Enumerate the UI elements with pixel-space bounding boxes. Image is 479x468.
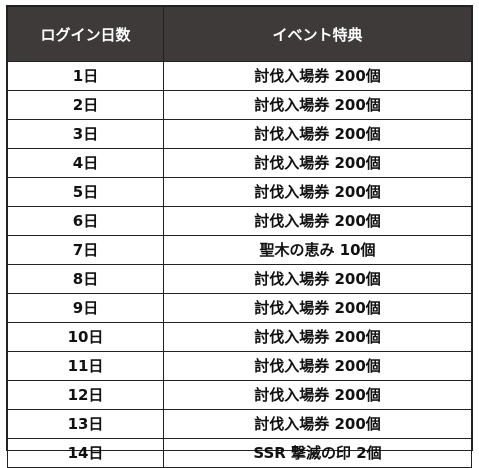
table-row: 11日 討伐入場券 200個 [7,351,472,381]
login-day-cell: 13日 [7,409,164,439]
login-bonus-table-container: ログイン日数 イベント特典 1日 討伐入場券 200個 2日 討伐入場券 200個 3日… [6,5,473,468]
login-bonus-table: ログイン日数 イベント特典 1日 討伐入場券 200個 2日 討伐入場券 200個 3日… [7,6,472,468]
table-row: 14日 SSR 撃滅の印 2個 [7,438,472,468]
login-day-cell: 11日 [7,351,164,381]
table-row: 7日 聖木の恵み 10個 [7,235,472,265]
table-row: 5日 討伐入場券 200個 [7,177,472,207]
table-row: 4日 討伐入場券 200個 [7,148,472,178]
reward-cell: 討伐入場券 200個 [163,380,472,410]
login-day-cell: 8日 [7,264,164,294]
table-header-row: ログイン日数 イベント特典 [7,6,472,62]
table-row: 13日 討伐入場券 200個 [7,409,472,439]
login-day-cell: 12日 [7,380,164,410]
table-row: 3日 討伐入場券 200個 [7,119,472,149]
login-day-cell: 3日 [7,119,164,149]
reward-cell: 討伐入場券 200個 [163,351,472,381]
table-body: 1日 討伐入場券 200個 2日 討伐入場券 200個 3日 討伐入場券 200個 4日 討伐… [7,61,472,468]
table-row: 1日 討伐入場券 200個 [7,61,472,91]
login-day-cell: 1日 [7,61,164,91]
reward-cell: 討伐入場券 200個 [163,322,472,352]
reward-cell: SSR 撃滅の印 2個 [163,438,472,468]
table-row: 10日 討伐入場券 200個 [7,322,472,352]
table-row: 9日 討伐入場券 200個 [7,293,472,323]
reward-cell: 討伐入場券 200個 [163,409,472,439]
reward-cell: 討伐入場券 200個 [163,90,472,120]
table-row: 6日 討伐入場券 200個 [7,206,472,236]
login-day-cell: 6日 [7,206,164,236]
login-day-cell: 9日 [7,293,164,323]
reward-cell: 討伐入場券 200個 [163,264,472,294]
reward-cell: 討伐入場券 200個 [163,148,472,178]
reward-cell: 討伐入場券 200個 [163,119,472,149]
login-day-cell: 7日 [7,235,164,265]
login-day-cell: 5日 [7,177,164,207]
login-day-cell: 14日 [7,438,164,468]
header-event-reward: イベント特典 [163,6,472,62]
reward-cell: 聖木の恵み 10個 [163,235,472,265]
table-row: 2日 討伐入場券 200個 [7,90,472,120]
table-row: 8日 討伐入場券 200個 [7,264,472,294]
table-row: 12日 討伐入場券 200個 [7,380,472,410]
reward-cell: 討伐入場券 200個 [163,61,472,91]
reward-cell: 討伐入場券 200個 [163,177,472,207]
reward-cell: 討伐入場券 200個 [163,206,472,236]
login-day-cell: 4日 [7,148,164,178]
reward-cell: 討伐入場券 200個 [163,293,472,323]
login-day-cell: 10日 [7,322,164,352]
header-login-days: ログイン日数 [7,6,164,62]
login-day-cell: 2日 [7,90,164,120]
